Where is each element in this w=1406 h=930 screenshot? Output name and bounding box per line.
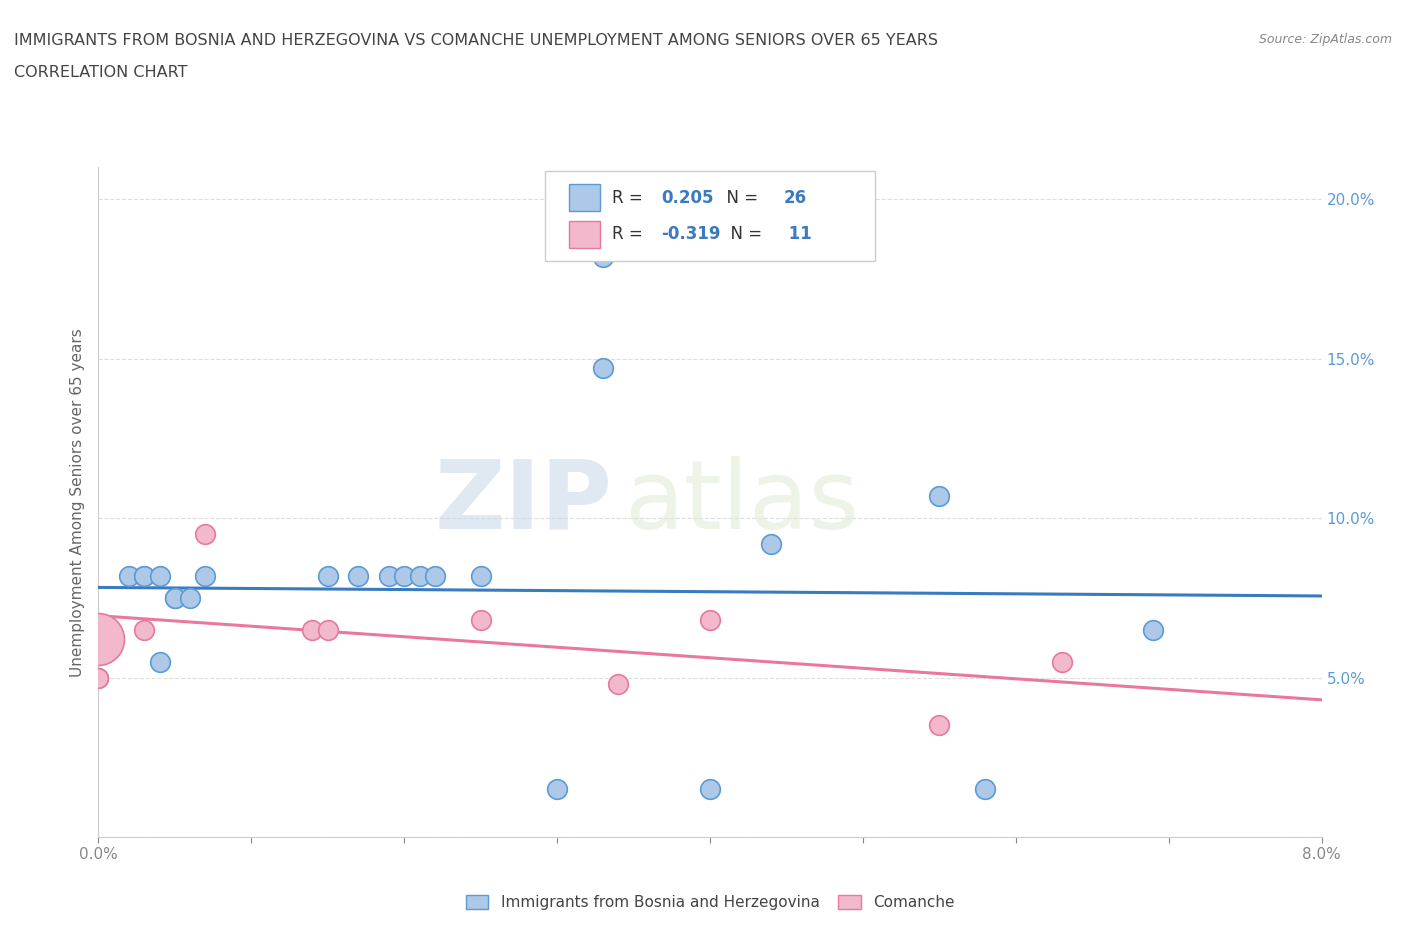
Point [546, 782, 568, 797]
Text: R =: R = [612, 225, 648, 244]
Text: CORRELATION CHART: CORRELATION CHART [14, 65, 187, 80]
Text: ZIP: ZIP [434, 456, 612, 549]
Point [134, 568, 156, 583]
Legend: Immigrants from Bosnia and Herzegovina, Comanche: Immigrants from Bosnia and Herzegovina, … [460, 889, 960, 916]
Point [149, 568, 172, 583]
Point [699, 613, 721, 628]
Point [163, 591, 186, 605]
Point [592, 249, 614, 264]
Point [347, 568, 370, 583]
Point [378, 568, 401, 583]
Text: 0.205: 0.205 [661, 189, 714, 206]
Point [134, 568, 156, 583]
Point [149, 654, 172, 669]
Point [1142, 622, 1164, 637]
Point [316, 622, 339, 637]
Text: -0.319: -0.319 [661, 225, 721, 244]
Text: atlas: atlas [624, 456, 859, 549]
Point [87, 671, 110, 685]
Point [194, 568, 217, 583]
Point [316, 568, 339, 583]
Point [87, 622, 110, 637]
Text: IMMIGRANTS FROM BOSNIA AND HERZEGOVINA VS COMANCHE UNEMPLOYMENT AMONG SENIORS OV: IMMIGRANTS FROM BOSNIA AND HERZEGOVINA V… [14, 33, 938, 47]
FancyBboxPatch shape [546, 171, 875, 261]
Point [134, 622, 156, 637]
Point [699, 782, 721, 797]
Text: 11: 11 [783, 225, 813, 244]
Point [301, 622, 323, 637]
Y-axis label: Unemployment Among Seniors over 65 years: Unemployment Among Seniors over 65 years [69, 328, 84, 677]
Point [759, 537, 782, 551]
Point [974, 782, 997, 797]
Text: Source: ZipAtlas.com: Source: ZipAtlas.com [1258, 33, 1392, 46]
Point [470, 568, 492, 583]
Point [928, 488, 950, 503]
Point [87, 622, 110, 637]
Point [87, 671, 110, 685]
Point [607, 676, 630, 691]
Point [194, 526, 217, 541]
Point [470, 613, 492, 628]
Point [163, 591, 186, 605]
Point [423, 568, 446, 583]
Point [87, 631, 110, 646]
Point [179, 591, 201, 605]
Point [392, 568, 416, 583]
Text: N =: N = [716, 189, 763, 206]
Point [408, 568, 430, 583]
Point [592, 361, 614, 376]
Point [1050, 654, 1073, 669]
Point [928, 718, 950, 733]
FancyBboxPatch shape [569, 184, 600, 211]
Text: 26: 26 [783, 189, 807, 206]
Text: N =: N = [720, 225, 768, 244]
FancyBboxPatch shape [569, 221, 600, 247]
Point [118, 568, 141, 583]
Text: R =: R = [612, 189, 648, 206]
